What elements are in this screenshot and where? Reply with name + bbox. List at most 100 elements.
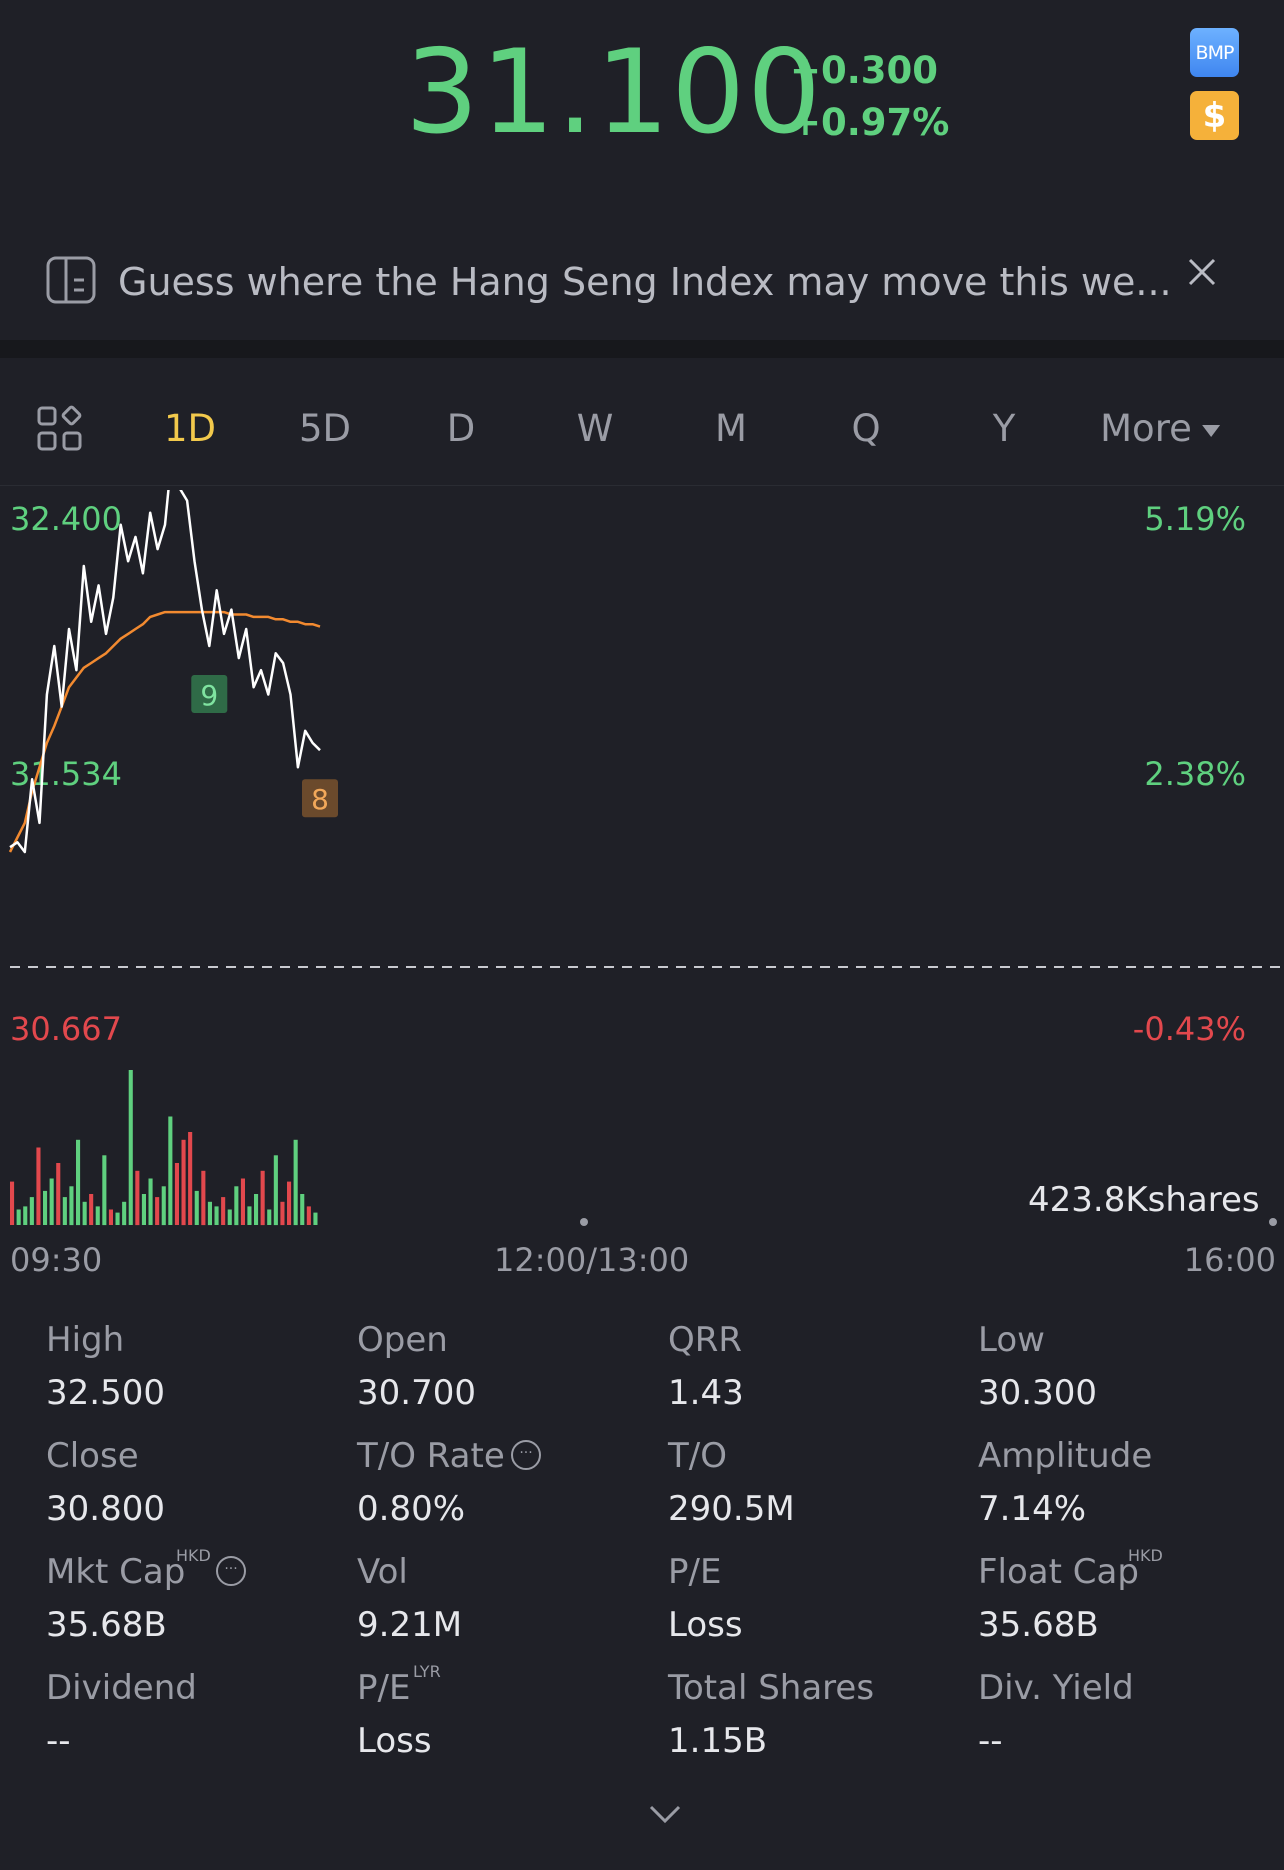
stat-value: 30.700 bbox=[357, 1373, 476, 1413]
volume-bar bbox=[76, 1139, 81, 1226]
stat-label: QRR bbox=[668, 1320, 743, 1360]
volume-bar bbox=[260, 1170, 265, 1226]
chevron-down-icon[interactable] bbox=[647, 1802, 683, 1826]
stat-label: Dividend bbox=[46, 1668, 197, 1708]
volume-bar bbox=[188, 1132, 193, 1225]
volume-bar bbox=[267, 1209, 272, 1225]
stat-value: 35.68B bbox=[978, 1605, 1099, 1645]
intraday-chart[interactable]: 98 bbox=[0, 490, 1284, 1250]
stat-label: Div. Yield bbox=[978, 1668, 1134, 1708]
volume-bar bbox=[122, 1201, 127, 1226]
volume-bar bbox=[29, 1197, 34, 1225]
stat-value: 32.500 bbox=[46, 1373, 165, 1413]
stat-label: Low bbox=[978, 1320, 1045, 1360]
volume-bar bbox=[82, 1201, 87, 1226]
more-info-icon[interactable]: ··· bbox=[216, 1556, 246, 1586]
promo-banner[interactable]: Guess where the Hang Seng Index may move… bbox=[0, 232, 1284, 332]
stat-label: Open bbox=[357, 1320, 448, 1360]
y-axis-left-mid: 31.534 bbox=[10, 755, 122, 793]
close-icon[interactable] bbox=[1180, 250, 1224, 294]
last-price: 31.100 bbox=[405, 25, 823, 160]
stat-to-rate: T/O Rate ··· 0.80% bbox=[357, 1436, 657, 1546]
tab-q[interactable]: Q bbox=[851, 407, 881, 450]
price-change-percent: +0.97% bbox=[790, 101, 950, 144]
stat-high: High 32.500 bbox=[46, 1320, 346, 1430]
volume-bar bbox=[49, 1178, 54, 1225]
volume-bar bbox=[234, 1186, 239, 1226]
stat-value: 7.14% bbox=[978, 1489, 1087, 1529]
tab-1d[interactable]: 1D bbox=[163, 407, 217, 450]
price-line bbox=[9, 490, 321, 854]
tab-more[interactable]: More bbox=[1100, 407, 1220, 450]
tab-y[interactable]: Y bbox=[992, 407, 1016, 450]
stats-grid: High 32.500 Open 30.700 QRR 1.43 Low 30.… bbox=[0, 1320, 1284, 1790]
stat-value: 35.68B bbox=[46, 1605, 167, 1645]
stat-label: T/O Rate bbox=[357, 1436, 505, 1476]
stat-vol: Vol 9.21M bbox=[357, 1552, 657, 1662]
signal-marker-bg bbox=[302, 779, 338, 818]
volume-bar bbox=[293, 1139, 298, 1226]
stat-to: T/O 290.5M bbox=[668, 1436, 968, 1546]
volume-bar bbox=[69, 1186, 74, 1226]
stat-label: P/E bbox=[668, 1552, 722, 1592]
x-axis-close: 16:00 bbox=[1183, 1241, 1276, 1279]
note-icon bbox=[46, 256, 96, 304]
stat-qrr: QRR 1.43 bbox=[668, 1320, 968, 1430]
volume-bar bbox=[214, 1206, 219, 1225]
volume-bar bbox=[155, 1197, 160, 1225]
currency-sup: HKD bbox=[176, 1546, 211, 1565]
stat-label: Float Cap bbox=[978, 1552, 1139, 1592]
stat-dividend: Dividend -- bbox=[46, 1668, 346, 1778]
volume-bar bbox=[108, 1209, 113, 1225]
signal-marker-9[interactable]: 9 bbox=[191, 675, 228, 714]
volume-bar bbox=[306, 1206, 311, 1225]
volume-bar bbox=[287, 1181, 292, 1225]
stat-value: 1.43 bbox=[668, 1373, 744, 1413]
bmp-badge-icon[interactable]: BMP bbox=[1190, 28, 1239, 77]
y-axis-left-top: 32.400 bbox=[10, 500, 122, 538]
tab-d[interactable]: D bbox=[446, 407, 476, 450]
stat-value: 30.800 bbox=[46, 1489, 165, 1529]
caret-down-icon bbox=[1201, 424, 1220, 437]
volume-bar bbox=[102, 1155, 107, 1226]
volume-bar bbox=[36, 1147, 41, 1225]
tab-w[interactable]: W bbox=[576, 407, 614, 450]
volume-bar bbox=[247, 1206, 252, 1225]
stat-value: 30.300 bbox=[978, 1373, 1097, 1413]
close-dot bbox=[1269, 1218, 1277, 1226]
stat-value: 290.5M bbox=[668, 1489, 795, 1529]
volume-bar bbox=[115, 1212, 120, 1225]
stat-mkt-cap: Mkt Cap HKD ··· 35.68B bbox=[46, 1546, 346, 1662]
stat-close: Close 30.800 bbox=[46, 1436, 346, 1546]
more-info-icon[interactable]: ··· bbox=[511, 1440, 541, 1470]
volume-bar bbox=[43, 1190, 48, 1225]
stat-value: 0.80% bbox=[357, 1489, 466, 1529]
grid-layout-icon[interactable] bbox=[36, 405, 84, 453]
stat-low: Low 30.300 bbox=[978, 1320, 1278, 1430]
currency-sup: HKD bbox=[1128, 1546, 1163, 1565]
quote-header: 31.100 +0.300 +0.97% BMP $ bbox=[0, 0, 1284, 190]
volume-bar bbox=[141, 1194, 146, 1225]
volume-bar bbox=[161, 1186, 166, 1226]
volume-bar bbox=[62, 1197, 67, 1225]
stat-value: 9.21M bbox=[357, 1605, 463, 1645]
volume-bar bbox=[181, 1139, 186, 1226]
volume-bar bbox=[148, 1178, 153, 1225]
midday-dot bbox=[580, 1218, 588, 1226]
tab-more-label: More bbox=[1100, 407, 1192, 450]
stat-amplitude: Amplitude 7.14% bbox=[978, 1436, 1278, 1546]
tab-m[interactable]: M bbox=[715, 407, 747, 450]
banner-text: Guess where the Hang Seng Index may move… bbox=[118, 260, 1172, 304]
stat-pe-lyr: P/E LYR Loss bbox=[357, 1662, 657, 1778]
tab-5d[interactable]: 5D bbox=[298, 407, 352, 450]
stat-value: 1.15B bbox=[668, 1721, 768, 1761]
stat-value: Loss bbox=[357, 1721, 432, 1761]
volume-bar bbox=[16, 1209, 21, 1225]
volume-bar bbox=[89, 1194, 94, 1225]
signal-marker-8[interactable]: 8 bbox=[302, 779, 338, 818]
dollar-badge-icon[interactable]: $ bbox=[1190, 91, 1239, 140]
stat-label: T/O bbox=[668, 1436, 727, 1476]
stat-value: -- bbox=[46, 1721, 71, 1761]
stat-label: Vol bbox=[357, 1552, 408, 1592]
stat-label: Total Shares bbox=[668, 1668, 875, 1708]
